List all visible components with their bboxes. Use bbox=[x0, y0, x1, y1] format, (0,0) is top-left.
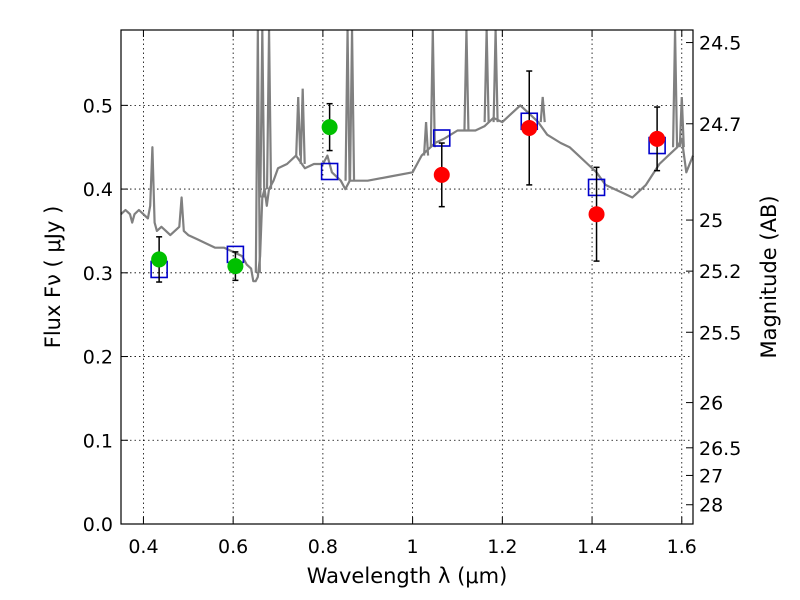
model-spectrum-line bbox=[120, 104, 695, 283]
y2-tick-label: 24.5 bbox=[699, 33, 741, 55]
y-tick-label: 0.2 bbox=[83, 347, 113, 369]
x-tick-label: 1.4 bbox=[577, 536, 607, 558]
observed-flux-point bbox=[588, 206, 605, 223]
x-tick-label: 0.6 bbox=[218, 536, 248, 558]
observed-flux-point bbox=[521, 119, 538, 136]
x-tick-label: 0.4 bbox=[128, 536, 158, 558]
y-tick-label: 0.3 bbox=[83, 263, 113, 285]
y-tick-label: 0.4 bbox=[83, 179, 113, 201]
spectrum-emission-spike bbox=[678, 96, 685, 148]
y-tick-labels: 0.0 0.1 0.2 0.3 0.4 0.5 bbox=[83, 95, 113, 536]
spectrum-layer bbox=[120, 29, 695, 283]
x-tick-labels: 0.4 0.6 0.8 1 1.2 1.4 1.6 bbox=[128, 536, 697, 558]
y2-tick-label: 25 bbox=[699, 210, 723, 232]
observed-flux-point bbox=[649, 130, 666, 147]
y-tick-label: 0.0 bbox=[83, 514, 113, 536]
observed-flux-point bbox=[433, 166, 450, 183]
y-tick-label: 0.5 bbox=[83, 95, 113, 117]
x-tick-label: 0.8 bbox=[308, 536, 338, 558]
observed-flux-point bbox=[321, 119, 338, 136]
observed-flux-point bbox=[227, 258, 244, 275]
observed-flux-point bbox=[151, 251, 168, 268]
spectrum-emission-spike bbox=[344, 29, 351, 181]
tick-layer bbox=[121, 30, 693, 525]
x-tick-label: 1 bbox=[407, 536, 419, 558]
model-square-marker bbox=[320, 162, 339, 181]
spectrum-emission-spike bbox=[492, 29, 499, 123]
spectrum-emission-spike bbox=[671, 29, 679, 148]
spectrum-emission-spike bbox=[422, 122, 430, 156]
y2-tick-labels: 24.5 24.7 25 25.2 25.5 26 26.5 27 28 bbox=[699, 33, 741, 517]
spectrum-emission-spike bbox=[265, 29, 273, 190]
marker-layer bbox=[150, 70, 666, 283]
x-tick-label: 1.6 bbox=[667, 536, 697, 558]
plot-frame bbox=[120, 29, 694, 525]
spectrum-emission-spike bbox=[348, 29, 356, 181]
x-axis-title: Wavelength λ (μm) bbox=[307, 564, 508, 588]
y2-axis-title: Magnitude (AB) bbox=[757, 195, 781, 358]
y2-tick-label: 28 bbox=[699, 495, 723, 517]
y2-tick-label: 27 bbox=[699, 465, 723, 487]
spectrum-emission-spike bbox=[483, 29, 490, 123]
x-tick-label: 1.2 bbox=[487, 536, 517, 558]
y2-tick-label: 25.2 bbox=[699, 261, 741, 283]
y2-tick-label: 25.5 bbox=[699, 322, 741, 344]
y-axis-title: Flux Fν ( μJy ) bbox=[41, 206, 65, 349]
spectrum-emission-spike bbox=[539, 96, 546, 123]
y-tick-label: 0.1 bbox=[83, 430, 113, 452]
spectrum-emission-spike bbox=[295, 96, 302, 156]
grid-lines bbox=[121, 30, 693, 525]
spectrum-emission-spike bbox=[254, 29, 261, 273]
spectrum-emission-spike bbox=[463, 29, 470, 131]
y2-tick-label: 24.7 bbox=[699, 114, 741, 136]
spectrum-emission-spike bbox=[299, 88, 306, 164]
y2-tick-label: 26 bbox=[699, 393, 723, 415]
spectrum-emission-spike bbox=[259, 29, 266, 198]
y2-tick-label: 26.5 bbox=[699, 438, 741, 460]
